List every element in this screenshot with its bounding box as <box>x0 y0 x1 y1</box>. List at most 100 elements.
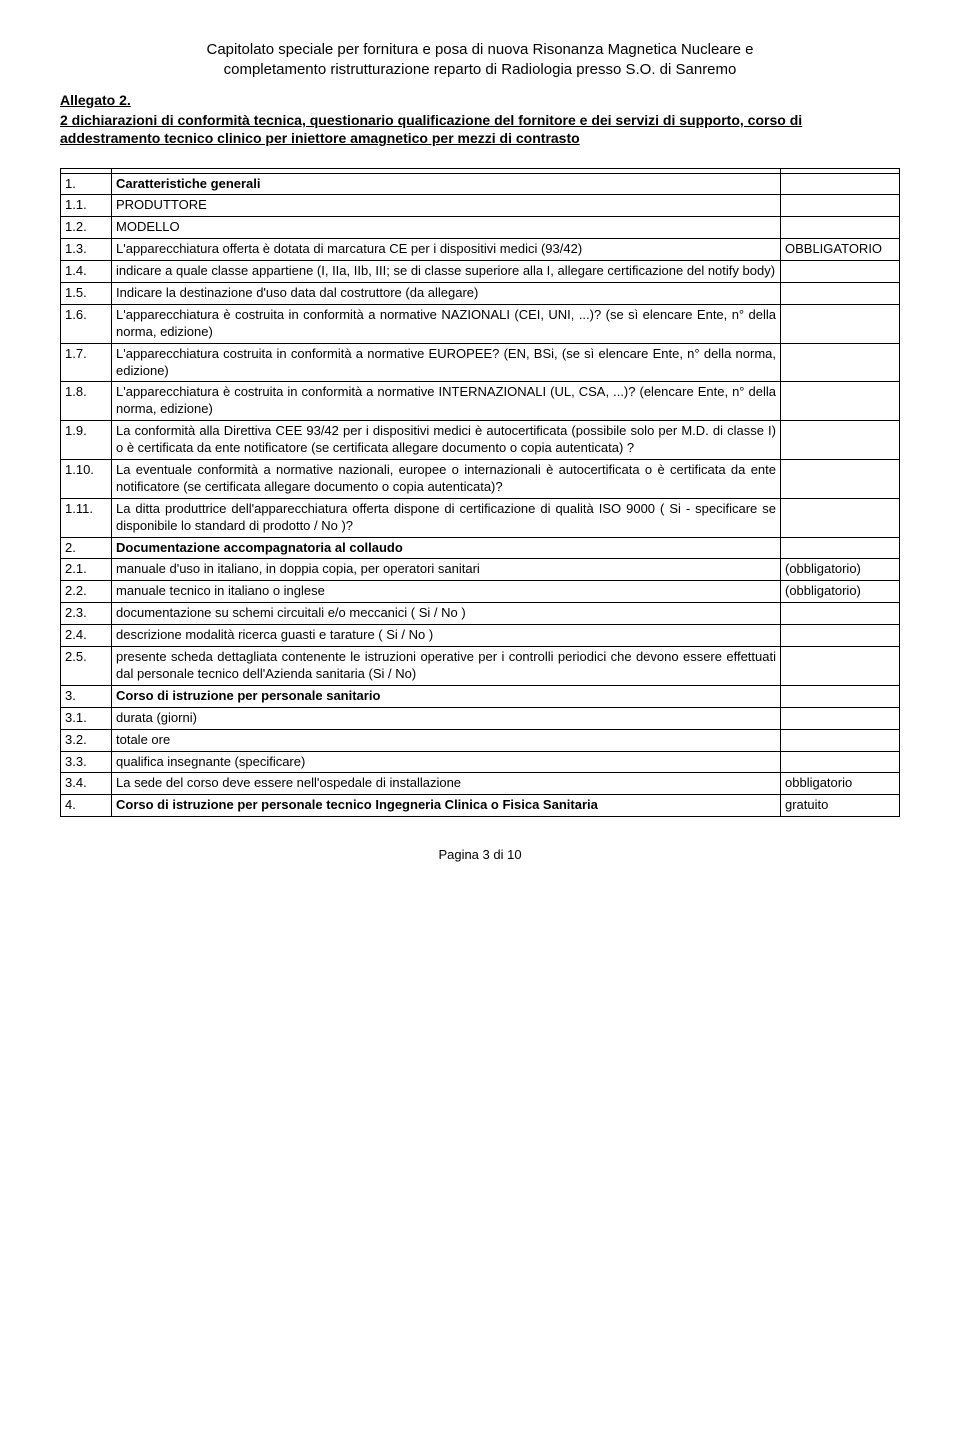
header-line1: Capitolato speciale per fornitura e posa… <box>207 41 754 58</box>
row-number: 1.3. <box>61 239 112 261</box>
row-note <box>781 707 900 729</box>
table-row: 2.3.documentazione su schemi circuitali … <box>61 603 900 625</box>
table-row: 1.11.La ditta produttrice dell'apparecch… <box>61 498 900 537</box>
row-number: 2.1. <box>61 559 112 581</box>
table-row: 1.9.La conformità alla Direttiva CEE 93/… <box>61 421 900 460</box>
row-number: 3.2. <box>61 729 112 751</box>
row-note <box>781 625 900 647</box>
row-text: durata (giorni) <box>112 707 781 729</box>
row-number: 1.5. <box>61 283 112 305</box>
row-note <box>781 647 900 686</box>
row-text: Indicare la destinazione d'uso data dal … <box>112 283 781 305</box>
row-text: PRODUTTORE <box>112 195 781 217</box>
row-number: 2.3. <box>61 603 112 625</box>
row-text: L'apparecchiatura costruita in conformit… <box>112 343 781 382</box>
row-number: 3.4. <box>61 773 112 795</box>
row-number: 3.3. <box>61 751 112 773</box>
row-number: 2. <box>61 537 112 559</box>
row-number: 1. <box>61 173 112 195</box>
table-row: 3.4.La sede del corso deve essere nell'o… <box>61 773 900 795</box>
row-note <box>781 195 900 217</box>
row-text: MODELLO <box>112 217 781 239</box>
allegato-label: Allegato 2. <box>60 91 900 109</box>
row-note <box>781 729 900 751</box>
row-text: Documentazione accompagnatoria al collau… <box>112 537 781 559</box>
table-row: 2.2.manuale tecnico in italiano o ingles… <box>61 581 900 603</box>
row-note: OBBLIGATORIO <box>781 239 900 261</box>
row-text: L'apparecchiatura è costruita in conform… <box>112 304 781 343</box>
row-text: Corso di istruzione per personale tecnic… <box>112 795 781 817</box>
row-note <box>781 751 900 773</box>
row-note <box>781 685 900 707</box>
row-text: La eventuale conformità a normative nazi… <box>112 460 781 499</box>
row-note <box>781 460 900 499</box>
table-row: 2.1.manuale d'uso in italiano, in doppia… <box>61 559 900 581</box>
row-number: 1.10. <box>61 460 112 499</box>
row-text: L'apparecchiatura è costruita in conform… <box>112 382 781 421</box>
row-number: 2.4. <box>61 625 112 647</box>
row-number: 3. <box>61 685 112 707</box>
row-note <box>781 603 900 625</box>
subtitle: 2 dichiarazioni di conformità tecnica, q… <box>60 111 900 147</box>
row-text: Caratteristiche generali <box>112 173 781 195</box>
table-row: 2.4.descrizione modalità ricerca guasti … <box>61 625 900 647</box>
table-row: 1.6.L'apparecchiatura è costruita in con… <box>61 304 900 343</box>
table-row: 1.2.MODELLO <box>61 217 900 239</box>
table-row: 3.Corso di istruzione per personale sani… <box>61 685 900 707</box>
table-row: 2.5.presente scheda dettagliata contenen… <box>61 647 900 686</box>
table-row: 1.5.Indicare la destinazione d'uso data … <box>61 283 900 305</box>
row-number: 1.7. <box>61 343 112 382</box>
row-text: documentazione su schemi circuitali e/o … <box>112 603 781 625</box>
row-text: La conformità alla Direttiva CEE 93/42 p… <box>112 421 781 460</box>
row-note <box>781 498 900 537</box>
table-row: 3.3.qualifica insegnante (specificare) <box>61 751 900 773</box>
row-number: 2.2. <box>61 581 112 603</box>
spec-table: 1.Caratteristiche generali1.1.PRODUTTORE… <box>60 168 900 818</box>
row-number: 1.4. <box>61 261 112 283</box>
table-row: 4.Corso di istruzione per personale tecn… <box>61 795 900 817</box>
row-text: La ditta produttrice dell'apparecchiatur… <box>112 498 781 537</box>
row-note <box>781 304 900 343</box>
table-row: 3.2.totale ore <box>61 729 900 751</box>
row-number: 1.11. <box>61 498 112 537</box>
row-note <box>781 261 900 283</box>
table-row: 3.1.durata (giorni) <box>61 707 900 729</box>
table-row: 1.8.L'apparecchiatura è costruita in con… <box>61 382 900 421</box>
row-text: qualifica insegnante (specificare) <box>112 751 781 773</box>
header-line2: completamento ristrutturazione reparto d… <box>224 61 737 78</box>
row-number: 1.8. <box>61 382 112 421</box>
row-number: 3.1. <box>61 707 112 729</box>
row-number: 2.5. <box>61 647 112 686</box>
row-note: obbligatorio <box>781 773 900 795</box>
table-row: 1.Caratteristiche generali <box>61 173 900 195</box>
row-note <box>781 173 900 195</box>
row-text: descrizione modalità ricerca guasti e ta… <box>112 625 781 647</box>
row-note <box>781 217 900 239</box>
row-note <box>781 283 900 305</box>
table-row: 1.10.La eventuale conformità a normative… <box>61 460 900 499</box>
row-text: manuale tecnico in italiano o inglese <box>112 581 781 603</box>
row-number: 1.2. <box>61 217 112 239</box>
table-row: 1.3.L'apparecchiatura offerta è dotata d… <box>61 239 900 261</box>
row-text: La sede del corso deve essere nell'osped… <box>112 773 781 795</box>
row-note <box>781 343 900 382</box>
page-footer: Pagina 3 di 10 <box>60 847 900 864</box>
row-number: 1.9. <box>61 421 112 460</box>
row-text: presente scheda dettagliata contenente l… <box>112 647 781 686</box>
table-row: 2.Documentazione accompagnatoria al coll… <box>61 537 900 559</box>
row-note: (obbligatorio) <box>781 559 900 581</box>
row-text: manuale d'uso in italiano, in doppia cop… <box>112 559 781 581</box>
page-header: Capitolato speciale per fornitura e posa… <box>60 40 900 79</box>
row-number: 1.1. <box>61 195 112 217</box>
row-number: 1.6. <box>61 304 112 343</box>
row-text: L'apparecchiatura offerta è dotata di ma… <box>112 239 781 261</box>
table-row: 1.7.L'apparecchiatura costruita in confo… <box>61 343 900 382</box>
row-note <box>781 382 900 421</box>
row-note <box>781 537 900 559</box>
row-text: Corso di istruzione per personale sanita… <box>112 685 781 707</box>
table-row: 1.1.PRODUTTORE <box>61 195 900 217</box>
row-note: (obbligatorio) <box>781 581 900 603</box>
row-note: gratuito <box>781 795 900 817</box>
table-row: 1.4.indicare a quale classe appartiene (… <box>61 261 900 283</box>
row-number: 4. <box>61 795 112 817</box>
